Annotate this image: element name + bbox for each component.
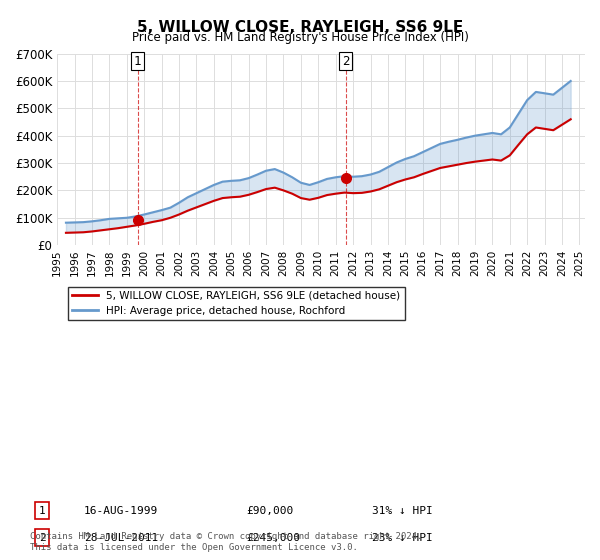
Text: 2: 2 — [38, 533, 46, 543]
Text: 31% ↓ HPI: 31% ↓ HPI — [372, 506, 433, 516]
Text: 16-AUG-1999: 16-AUG-1999 — [84, 506, 158, 516]
Text: 1: 1 — [134, 55, 142, 68]
Text: 2: 2 — [342, 55, 349, 68]
Text: £245,000: £245,000 — [246, 533, 300, 543]
Text: Price paid vs. HM Land Registry's House Price Index (HPI): Price paid vs. HM Land Registry's House … — [131, 31, 469, 44]
Text: 5, WILLOW CLOSE, RAYLEIGH, SS6 9LE: 5, WILLOW CLOSE, RAYLEIGH, SS6 9LE — [137, 20, 463, 35]
Text: 1: 1 — [38, 506, 46, 516]
Text: 23% ↓ HPI: 23% ↓ HPI — [372, 533, 433, 543]
Text: 28-JUL-2011: 28-JUL-2011 — [84, 533, 158, 543]
Text: £90,000: £90,000 — [246, 506, 293, 516]
Text: Contains HM Land Registry data © Crown copyright and database right 2024.
This d: Contains HM Land Registry data © Crown c… — [30, 532, 422, 552]
Legend: 5, WILLOW CLOSE, RAYLEIGH, SS6 9LE (detached house), HPI: Average price, detache: 5, WILLOW CLOSE, RAYLEIGH, SS6 9LE (deta… — [68, 287, 404, 320]
